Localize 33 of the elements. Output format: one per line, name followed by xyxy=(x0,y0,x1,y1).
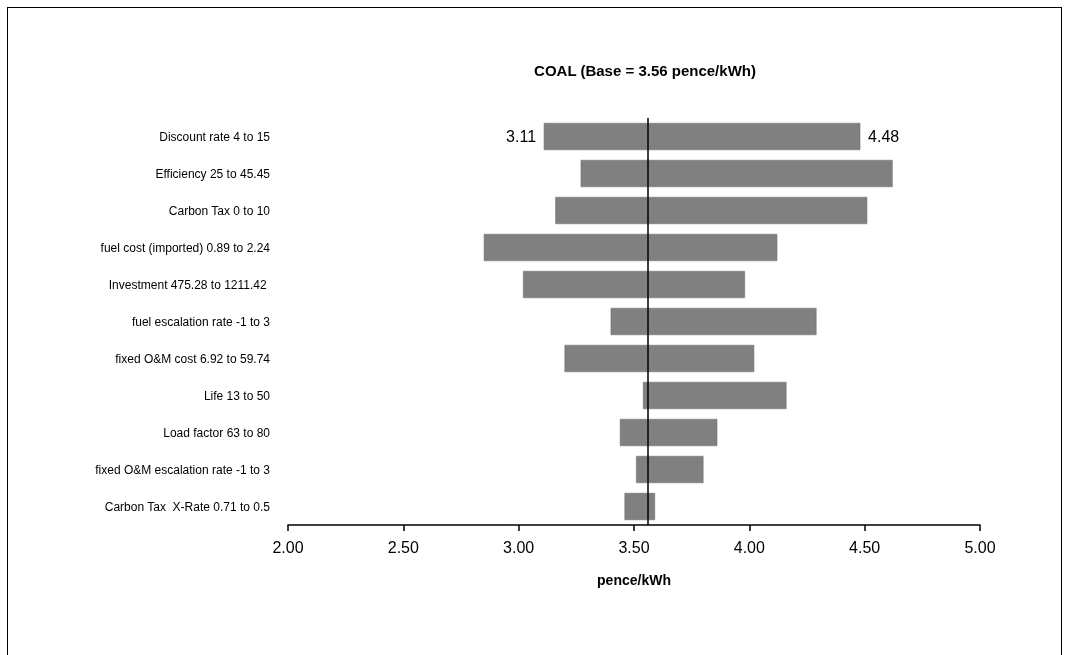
x-tick-label: 2.50 xyxy=(387,538,420,556)
x-axis-title: pence/kWh xyxy=(597,572,671,588)
annotation: 4.48 xyxy=(868,128,900,145)
x-tick-label: 4.00 xyxy=(733,538,766,556)
bar xyxy=(555,196,868,225)
x-tick-label: 5.00 xyxy=(964,538,996,556)
y-tick-label: Load factor 63 to 80 xyxy=(163,425,271,440)
chart-title: COAL (Base = 3.56 pence/kWh) xyxy=(534,62,756,79)
bar xyxy=(619,418,718,447)
x-tick-label: 4.50 xyxy=(849,538,881,556)
bar xyxy=(523,270,745,299)
bar xyxy=(483,233,778,262)
y-tick-label: Discount rate 4 to 15 xyxy=(159,129,271,144)
bar xyxy=(610,307,817,336)
y-tick-label: fixed O&M escalation rate -1 to 3 xyxy=(95,462,271,477)
y-tick-label: Carbon Tax X-Rate 0.71 to 0.5 xyxy=(104,499,271,514)
y-tick-label: Life 13 to 50 xyxy=(203,388,271,403)
x-tick-label: 2.00 xyxy=(272,538,304,556)
x-tick-label: 3.50 xyxy=(618,538,650,556)
y-tick-label: Carbon Tax 0 to 10 xyxy=(168,203,271,218)
bar xyxy=(642,381,787,410)
y-tick-label: fuel escalation rate -1 to 3 xyxy=(131,314,271,329)
bar xyxy=(543,122,861,151)
annotation: 3.11 xyxy=(506,128,537,145)
y-tick-label: fixed O&M cost 6.92 to 59.74 xyxy=(115,351,271,366)
y-tick-label: Investment 475.28 to 1211.42 xyxy=(108,277,270,292)
bar xyxy=(624,492,656,521)
bar xyxy=(564,344,755,373)
y-tick-label: Efficiency 25 to 45.45 xyxy=(155,166,271,181)
bar xyxy=(580,159,893,188)
bar xyxy=(636,455,704,484)
x-tick-label: 3.00 xyxy=(503,538,535,556)
y-tick-label: fuel cost (imported) 0.89 to 2.24 xyxy=(100,240,271,255)
